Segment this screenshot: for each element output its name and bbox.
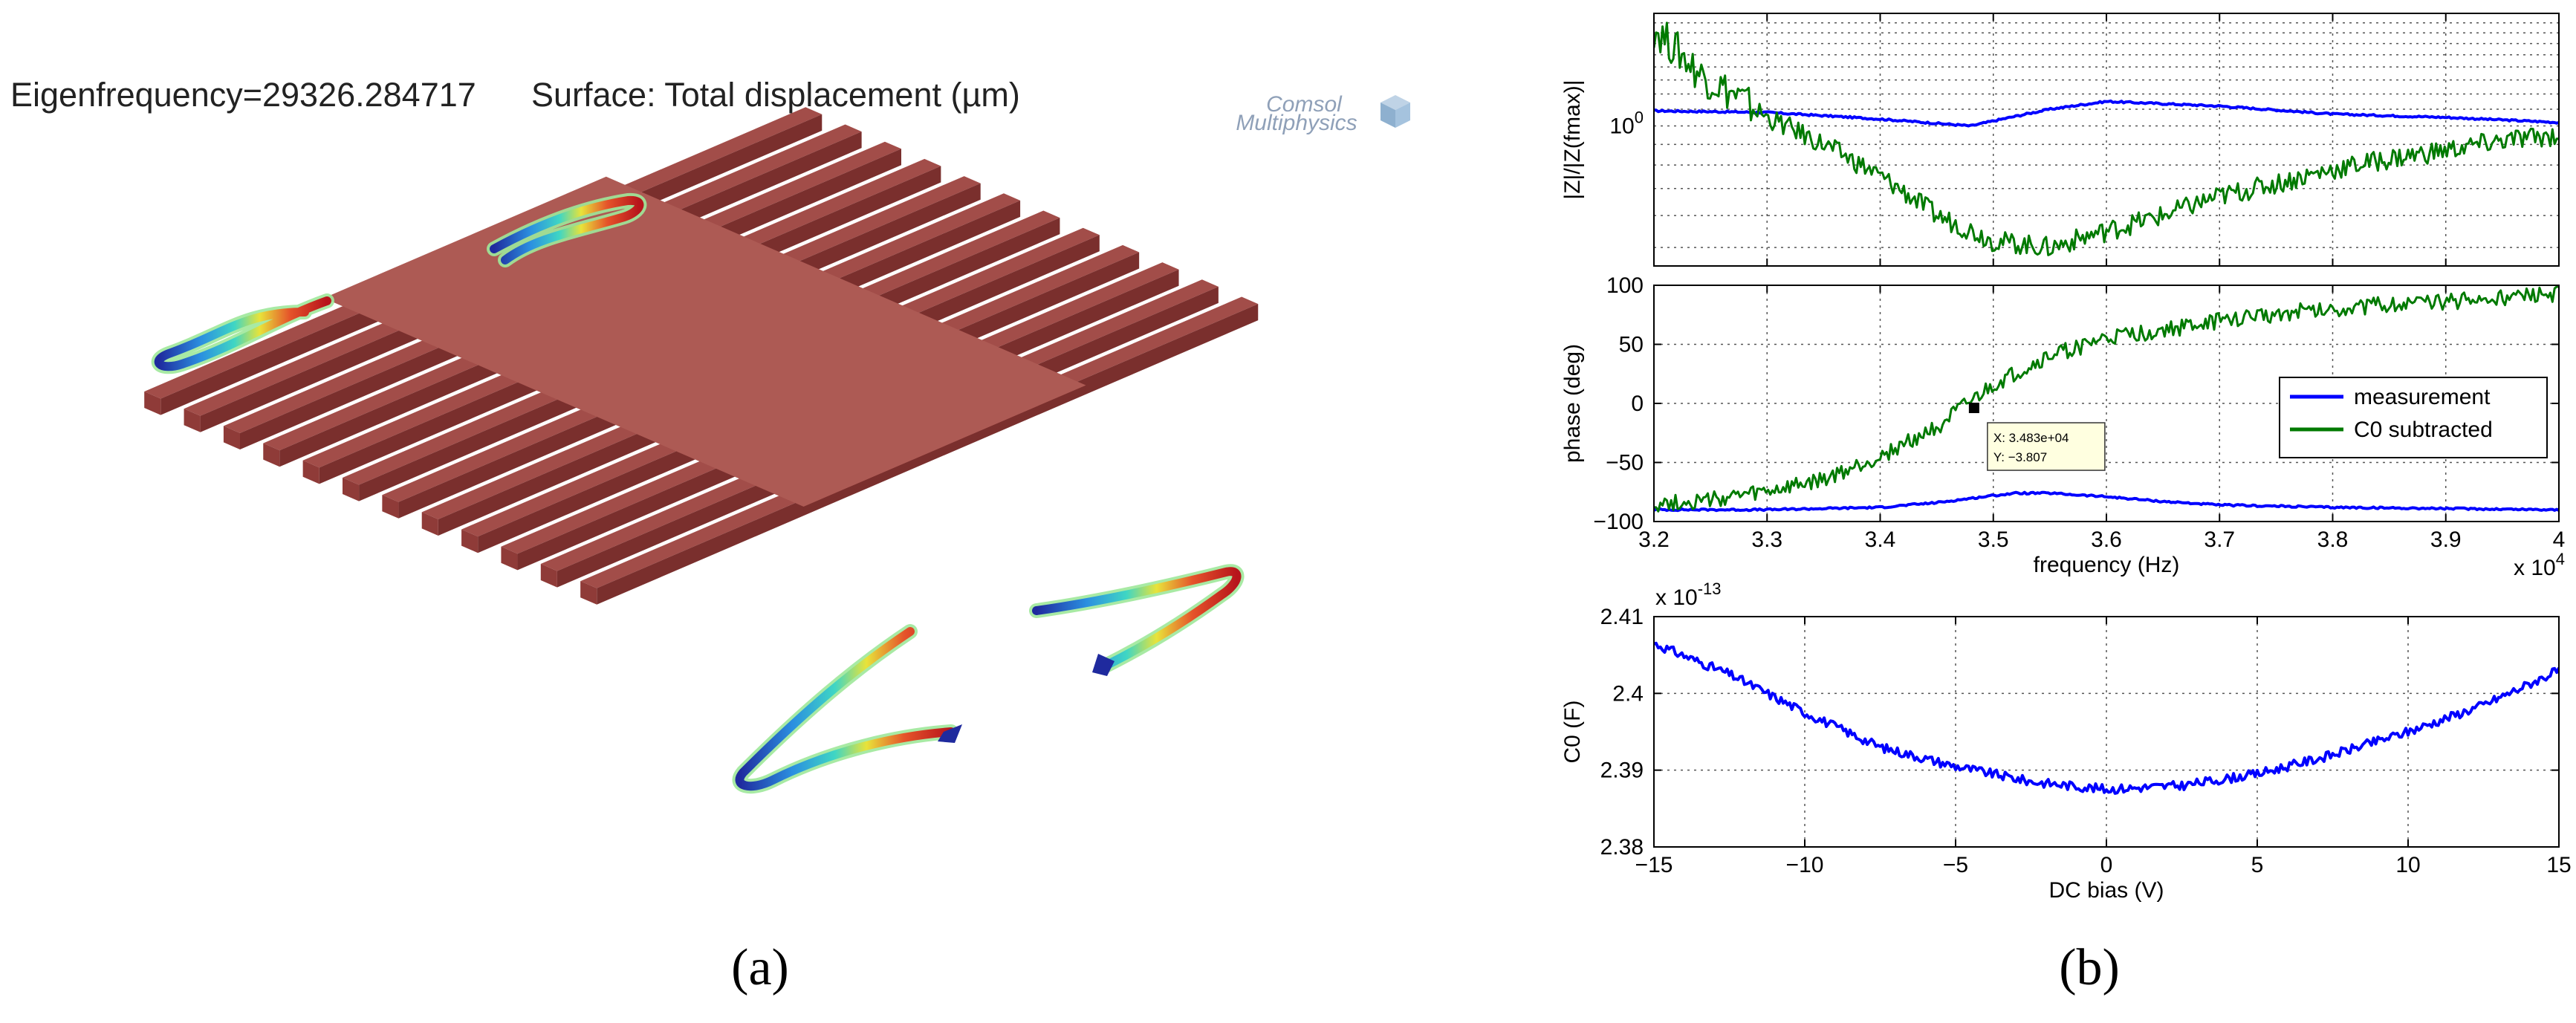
chart-legend: measurement C0 subtracted — [2279, 377, 2548, 458]
x-tick-label: 3.3 — [1751, 527, 1782, 552]
measurement-panel: 100 |Z|/|Z(fmax)| 3.2 3.3 3.4 3.5 3.6 3.7 3.8 3.… — [1486, 0, 2576, 1019]
x-tick-label: 15 — [2546, 853, 2571, 877]
data-tip-x: X: 3.483e+04 — [1993, 431, 2069, 445]
series-line-measurement — [1654, 99, 2559, 128]
y-axis-multiplier: x 10-13 — [1655, 579, 1722, 610]
logo-line-1: Comsol — [1266, 92, 1343, 117]
impedance-chart: 100 |Z|/|Z(fmax)| — [1560, 13, 2560, 267]
measurement-charts: 100|Z|/|Z(fmax)| 3.2 3.3 3.4 3.5 3.6 3.7 3.8 3.… — [1560, 13, 2572, 996]
legend-entry: measurement — [2354, 385, 2491, 409]
x-tick-label: 3.2 — [1638, 527, 1670, 552]
panel-label-a: (a) — [731, 939, 789, 996]
data-tip-y: Y: −3.807 — [1993, 450, 2047, 464]
x-tick-label: 3.6 — [2091, 527, 2122, 552]
x-tick-label: 10 — [2395, 853, 2420, 877]
series-line-measurement — [1654, 490, 2559, 513]
anchor-bottom — [938, 724, 962, 743]
y-tick-label: 2.39 — [1600, 759, 1644, 783]
spring-top — [487, 192, 647, 267]
capacitance-chart: −15 −10 −5 0 5 10 15 2.38 2.39 2.4 2.41 C0 (F) DC bi… — [1560, 579, 2572, 903]
comsol-logo: Comsol Multiphysics — [1236, 92, 1410, 135]
y-axis-label: phase (deg) — [1560, 344, 1585, 463]
y-axis-label: C0 (F) — [1560, 701, 1585, 764]
x-tick-label: −10 — [1786, 853, 1824, 877]
grid-lines — [1653, 13, 2560, 266]
x-axis-multiplier: x 104 — [2514, 550, 2565, 580]
x-tick-label: 4 — [2553, 527, 2566, 552]
surface-label: Surface: Total displacement (µm) — [531, 76, 1020, 114]
x-tick-label: 0 — [2100, 853, 2113, 877]
x-axis-label: DC bias (V) — [2048, 878, 2164, 903]
x-tick-label: 3.4 — [1865, 527, 1896, 552]
x-tick-label: 3.7 — [2204, 527, 2235, 552]
x-tick-label: 3.9 — [2430, 527, 2462, 552]
y-tick-label: 100 — [1606, 273, 1644, 298]
data-tip: X: 3.483e+04 Y: −3.807 — [1968, 403, 2106, 471]
phase-chart: 3.2 3.3 3.4 3.5 3.6 3.7 3.8 3.9 4 −100 −50 0 50 100 ph… — [1560, 273, 2565, 580]
y-tick-label: 50 — [1619, 333, 1644, 357]
x-tick-label: 3.5 — [1978, 527, 2009, 552]
anchor-right — [1092, 654, 1115, 676]
series-line-c0-subtracted — [1654, 285, 2559, 513]
x-tick-label: 5 — [2251, 853, 2264, 877]
y-tick-label: −50 — [1606, 451, 1644, 475]
simulation-panel: Eigenfrequency=29326.284717 Surface: Tot… — [10, 76, 1410, 996]
grid-lines — [1653, 616, 2560, 848]
simulation-figure: Eigenfrequency=29326.284717 Surface: Tot… — [10, 76, 1410, 996]
legend-entry: C0 subtracted — [2354, 418, 2493, 442]
y-tick-label: −100 — [1593, 510, 1644, 534]
series-line-c0 — [1654, 641, 2559, 795]
x-axis-label: frequency (Hz) — [2034, 553, 2180, 577]
logo-cube-icon — [1381, 95, 1410, 128]
data-tip-marker — [1968, 403, 1979, 414]
spring-left — [151, 293, 334, 374]
x-tick-label: −5 — [1943, 853, 1968, 877]
y-tick-label: 2.38 — [1600, 835, 1644, 860]
beam-structure — [144, 107, 1259, 794]
y-tick-label: 2.41 — [1600, 605, 1644, 629]
y-axis-label: |Z|/|Z(fmax)| — [1560, 79, 1585, 199]
x-tick-label: 3.8 — [2317, 527, 2349, 552]
logo-line-2: Multiphysics — [1236, 111, 1357, 135]
y-tick-label: 100 — [1609, 108, 1644, 139]
series-line-c0-subtracted — [1654, 22, 2559, 256]
x-tick-label: −15 — [1635, 853, 1673, 877]
y-tick-label: 2.4 — [1612, 681, 1644, 706]
spring-bottom — [732, 624, 958, 794]
spring-right — [1029, 564, 1245, 672]
panel-label-b: (b) — [2059, 939, 2120, 996]
y-tick-label: 0 — [1631, 392, 1644, 416]
eigenfrequency-label: Eigenfrequency=29326.284717 — [10, 76, 476, 114]
